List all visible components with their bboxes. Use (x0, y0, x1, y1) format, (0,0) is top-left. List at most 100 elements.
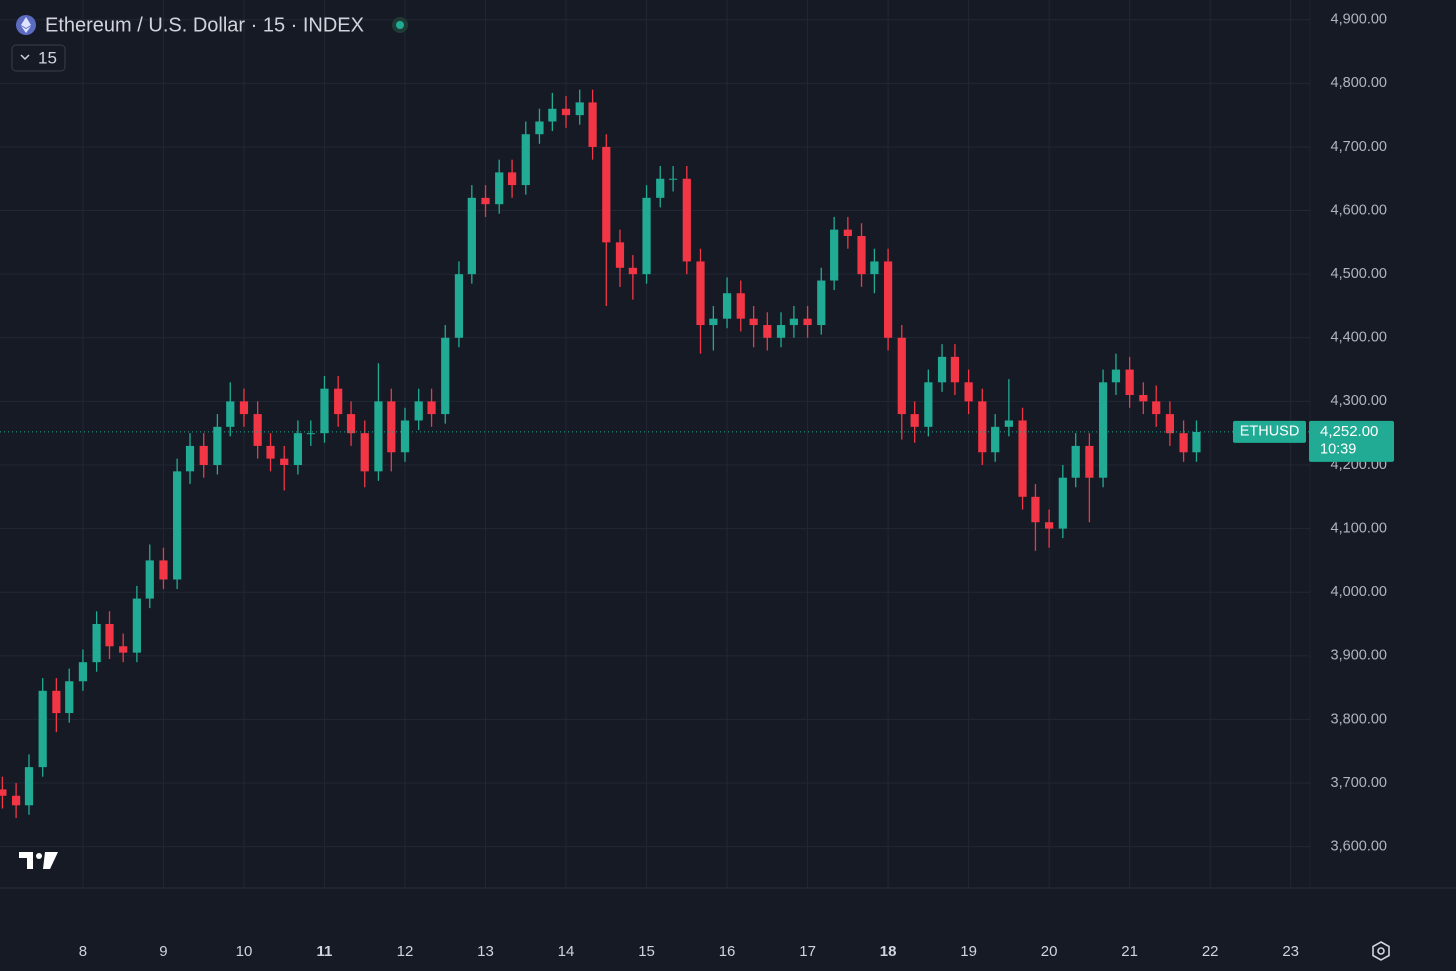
y-tick-label: 3,600.00 (1331, 838, 1387, 854)
y-tick-label: 4,900.00 (1331, 12, 1387, 28)
chart-title: Ethereum / U.S. Dollar · 15 · INDEX (45, 14, 364, 36)
candle-body (682, 178, 691, 262)
candle-body (817, 280, 826, 326)
candle-body (548, 108, 557, 122)
interval-label[interactable]: 15 (38, 48, 57, 67)
y-tick-label: 4,000.00 (1331, 584, 1387, 600)
candle-body (1139, 395, 1148, 402)
candle-body (709, 318, 718, 326)
candle-body (38, 690, 47, 768)
candle-body (1098, 382, 1108, 478)
candle-body (870, 261, 879, 275)
candle-body (334, 388, 343, 415)
x-tick-label: 20 (1041, 943, 1058, 960)
candle-body (65, 681, 74, 714)
candle-body (467, 197, 476, 275)
candle-body (1071, 445, 1080, 478)
y-tick-label: 4,800.00 (1331, 75, 1387, 91)
candle-body (105, 624, 114, 647)
y-tick-label: 4,500.00 (1331, 266, 1387, 282)
candle-body (346, 414, 356, 434)
x-tick-label: 21 (1121, 943, 1138, 960)
candle-body (320, 388, 329, 434)
candle-body (588, 102, 597, 147)
candle-body (360, 433, 369, 472)
candle-body (1125, 369, 1134, 396)
candle-body (199, 445, 208, 465)
last-price: ETHUSD 4,252.00 10:39 (0, 420, 1394, 462)
candle-body (776, 325, 786, 338)
candle-body (132, 598, 141, 653)
candle-body (736, 293, 745, 319)
candle-body (185, 445, 195, 472)
y-tick-label: 4,100.00 (1331, 520, 1387, 536)
candle-body (1058, 477, 1067, 529)
status-dot (396, 21, 404, 29)
candle-body (1018, 420, 1027, 497)
candle-body (696, 261, 705, 326)
candle-body (226, 401, 235, 427)
candle-body (978, 401, 987, 453)
price-tag (1309, 420, 1394, 462)
candle-body (924, 382, 933, 427)
candle-body (0, 789, 7, 796)
y-tick-label: 4,400.00 (1331, 330, 1387, 346)
candle-body (789, 318, 798, 326)
candle-body (803, 318, 812, 326)
x-tick-label: 13 (477, 943, 494, 960)
settings-icon[interactable] (1372, 941, 1390, 961)
x-tick-label: 22 (1202, 943, 1219, 960)
candle-body (481, 197, 490, 205)
interval-button[interactable] (11, 44, 66, 72)
candle-body (602, 146, 611, 243)
x-tick-label: 16 (719, 943, 736, 960)
y-tick-label: 3,900.00 (1331, 648, 1387, 664)
candle-body (253, 414, 262, 446)
candle-body (561, 108, 571, 116)
y-tick-label: 3,800.00 (1331, 711, 1387, 727)
candle-body (1179, 433, 1188, 453)
candle-body (414, 401, 423, 421)
candle-body (910, 414, 919, 427)
chevron (20, 54, 30, 61)
grid (0, 0, 1310, 888)
candle-body (427, 401, 436, 415)
candle-body (964, 382, 973, 402)
candle-body (897, 337, 906, 415)
candle-body (521, 134, 530, 186)
symbol-label: ETHUSD (1240, 424, 1300, 440)
x-tick-label: 10 (236, 943, 253, 960)
candle-body (883, 261, 893, 338)
candle-body (535, 121, 544, 135)
x-tick-label: 11 (317, 943, 333, 960)
candle-body (213, 426, 222, 465)
candle-body (159, 560, 168, 580)
candle-body (1152, 401, 1161, 415)
candle-body (266, 445, 275, 459)
candle-body (306, 433, 315, 435)
candle-body (1085, 445, 1094, 478)
price-label: 4,252.00 (1320, 423, 1378, 440)
candle-body (1111, 369, 1121, 383)
candle-body (239, 401, 249, 415)
x-tick-label: 12 (397, 943, 414, 960)
x-tick-label: 18 (880, 943, 897, 960)
y-tick-label: 4,600.00 (1331, 202, 1387, 218)
x-tick-label: 19 (960, 943, 977, 960)
candle-body (280, 458, 289, 465)
candle-body (454, 274, 464, 338)
candle-body (1031, 496, 1040, 523)
candle-body (507, 172, 517, 186)
candle-body (92, 624, 101, 663)
candles (0, 89, 1201, 819)
candle-body (615, 242, 625, 268)
x-tick-label: 15 (638, 943, 655, 960)
candle-body (1192, 431, 1201, 453)
candle-body (400, 420, 410, 453)
x-tick-label: 14 (558, 943, 575, 960)
x-tick-label: 17 (799, 943, 816, 960)
candle-body (722, 293, 732, 319)
